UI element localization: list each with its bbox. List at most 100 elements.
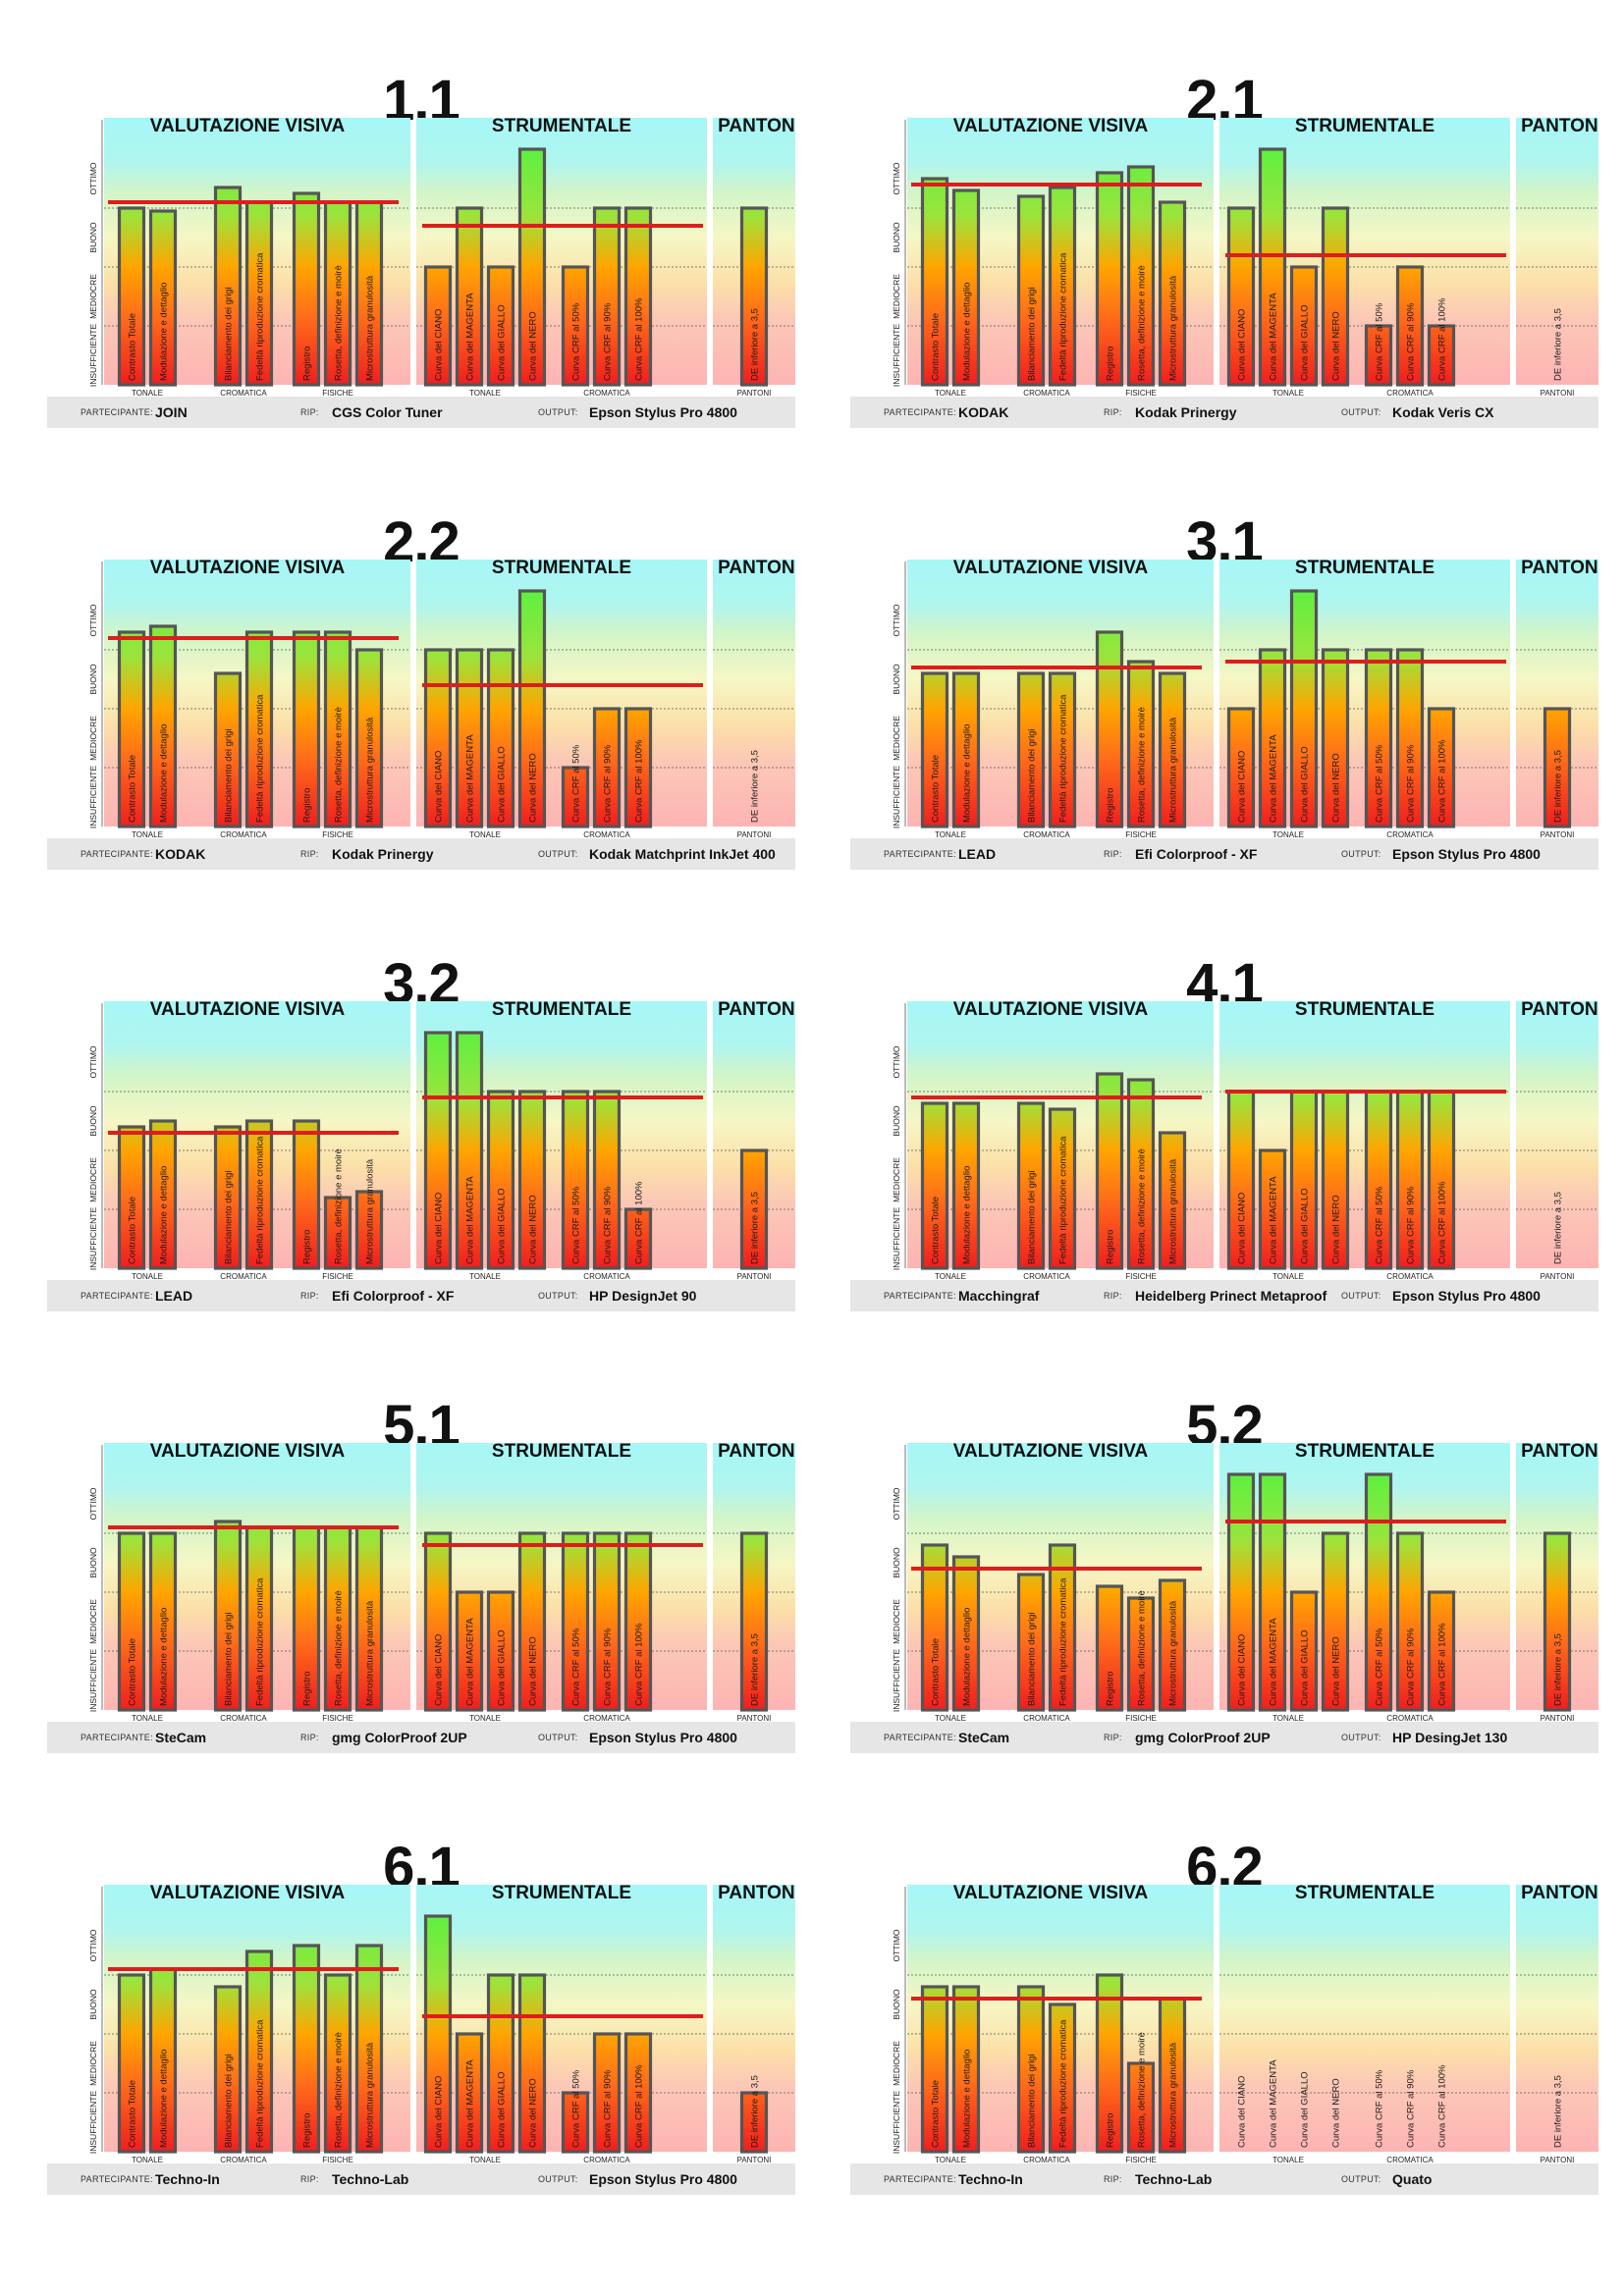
visiva-bar (292, 191, 321, 387)
pantoni-bar-label: DE inferiore a 3,5 (750, 1192, 761, 1264)
rip-value: Kodak Prinergy (1135, 404, 1237, 420)
strumentale-bar-label: Curva CRF al 50% (571, 2069, 582, 2148)
visiva-bar (1048, 671, 1077, 828)
level-label: BUONO (892, 664, 901, 695)
visiva-bar (244, 630, 274, 828)
group-label: CROMATICA (220, 2156, 267, 2164)
strumentale-bar-label: Curva del GIALLO (1300, 746, 1311, 823)
strumentale-bar (1364, 648, 1393, 828)
pantoni-bar (739, 2091, 769, 2154)
strumentale-bar-label: Curva del GIALLO (1300, 1629, 1311, 1706)
chart-panel-4-1: 4.1 VALUTAZIONE VISIVA STRUMENTALE PANTONI O… (850, 954, 1598, 1322)
rip-value: Efi Colorproof - XF (1135, 846, 1258, 862)
group-label: FISICHE (1125, 389, 1157, 398)
visiva-bar-label: Contrasto Totale (931, 2080, 942, 2148)
level-label: BUONO (892, 222, 901, 253)
visiva-bar (1126, 1596, 1156, 1712)
strumentale-bar-label: Curva del MAGENTA (1269, 1176, 1279, 1264)
visiva-bar-label: Modulazione e dettaglio (962, 2050, 973, 2148)
level-label: MEDIOCRE (88, 274, 98, 319)
strumentale-bar (423, 265, 453, 387)
participant-bar: PARTECIPANTE: KODAK RIP: Kodak Prinergy OUTP… (47, 838, 795, 870)
visiva-bar (354, 200, 384, 387)
visiva-bar (117, 1125, 146, 1270)
level-label: BUONO (88, 664, 98, 695)
participant-bar: PARTECIPANTE: JOIN RIP: CGS Color Tuner OUTP… (47, 397, 795, 428)
strumentale-bar-label: Curva del CIANO (434, 1193, 445, 1264)
group-label: CROMATICA (220, 1714, 267, 1723)
pantoni-bar-label: DE inferiore a 3,5 (750, 308, 761, 381)
level-label: MEDIOCRE (88, 1157, 98, 1202)
visiva-bar-label: Fedeltà riproduzione cromatica (1058, 2019, 1069, 2148)
strumentale-bar (423, 1031, 453, 1270)
strumentale-bar-label: Curva CRF al 90% (1406, 302, 1417, 381)
strumentale-bar-label: Curva CRF al 90% (1406, 2069, 1417, 2148)
chart-svg: VALUTAZIONE VISIVA STRUMENTALE PANTONI OTTI… (88, 558, 795, 839)
group-label: PANTONI (737, 2156, 772, 2164)
level-label: OTTIMO (892, 162, 901, 194)
strumentale-bar-label: Curva del MAGENTA (465, 1176, 476, 1264)
strumentale-bar (1258, 1472, 1287, 1712)
strumentale-bar-label: Curva del MAGENTA (465, 734, 476, 823)
strumentale-bar (455, 2032, 484, 2154)
level-label: OTTIMO (892, 1487, 901, 1520)
visiva-bar (213, 186, 243, 387)
strumentale-header: STRUMENTALE (1295, 1441, 1435, 1462)
group-label: TONALE (935, 1714, 966, 1723)
strumentale-bar (623, 206, 653, 387)
visiva-bar (354, 1525, 384, 1712)
strumentale-header: STRUMENTALE (1295, 999, 1435, 1020)
visiva-bar (1048, 1107, 1077, 1270)
output-label: OUTPUT: (538, 849, 578, 859)
output-label: OUTPUT: (1341, 1733, 1381, 1742)
visiva-bar (354, 648, 384, 828)
visiva-bar-label: Microstruttura granulosità (365, 275, 376, 381)
strumentale-bar-label: Curva del CIANO (434, 309, 445, 381)
strumentale-bar (592, 707, 622, 828)
strumentale-bar-label: Curva del MAGENTA (1269, 293, 1279, 381)
strumentale-bar-label: Curva del CIANO (1237, 1634, 1248, 1706)
visiva-bar (1158, 200, 1187, 387)
output-value: Kodak Matchprint InkJet 400 (589, 846, 776, 862)
visiva-bar-label: Contrasto Totale (931, 313, 942, 381)
visiva-bar-label: Bilanciamento dei grigi (224, 2054, 235, 2148)
visiva-bar-label: Microstruttura granulosità (1168, 717, 1179, 823)
chart-svg: VALUTAZIONE VISIVA STRUMENTALE PANTONI OTTI… (892, 116, 1598, 398)
level-label: INSUFFICIENTE (892, 1649, 901, 1713)
visiva-bar (213, 1125, 243, 1270)
strumentale-bar-label: Curva CRF al 50% (1375, 1628, 1385, 1706)
output-label: OUTPUT: (1341, 849, 1381, 859)
strumentale-bar-label: Curva CRF al 100% (634, 1623, 645, 1706)
strumentale-bar-label: Curva CRF al 100% (634, 2064, 645, 2148)
group-label: CROMATICA (583, 2156, 630, 2164)
visiva-bar (244, 1119, 274, 1270)
partecipante-label: PARTECIPANTE: (884, 2174, 956, 2184)
level-label: BUONO (892, 1989, 901, 2020)
visiva-bar (1158, 671, 1187, 828)
pantoni-bar-label: DE inferiore a 3,5 (750, 2075, 761, 2148)
strumentale-bar (1321, 648, 1350, 828)
strumentale-bar-label: Curva CRF al 100% (1437, 2064, 1448, 2148)
group-label: TONALE (1272, 2156, 1304, 2164)
level-label: OTTIMO (88, 162, 98, 194)
visiva-bar-label: Contrasto Totale (128, 2080, 138, 2148)
level-label: INSUFFICIENTE (892, 324, 901, 388)
strumentale-bar-label: Curva CRF al 100% (1437, 1623, 1448, 1706)
rip-value: gmg ColorProof 2UP (332, 1730, 467, 1745)
pantoni-header: PANTONI (718, 999, 795, 1020)
strumentale-bar (623, 1207, 653, 1270)
partecipante-label: PARTECIPANTE: (81, 1291, 153, 1301)
pantoni-header: PANTONI (718, 1441, 795, 1462)
visiva-bar (323, 1525, 352, 1712)
group-label: TONALE (935, 2156, 966, 2164)
output-label: OUTPUT: (538, 1733, 578, 1742)
group-label: CROMATICA (1023, 830, 1070, 839)
strumentale-bar-label: Curva del GIALLO (497, 1188, 508, 1264)
visiva-bar-label: Registro (302, 1672, 313, 1706)
visiva-bar-label: Bilanciamento dei grigi (1027, 287, 1038, 381)
strumentale-header: STRUMENTALE (492, 558, 631, 578)
level-label: INSUFFICIENTE (88, 324, 98, 388)
visiva-bar (292, 1944, 321, 2154)
chart-svg: VALUTAZIONE VISIVA STRUMENTALE PANTONI OTTI… (892, 1883, 1598, 2164)
chart-panel-6-2: 6.2 VALUTAZIONE VISIVA STRUMENTALE PANTONI O… (850, 1838, 1598, 2206)
